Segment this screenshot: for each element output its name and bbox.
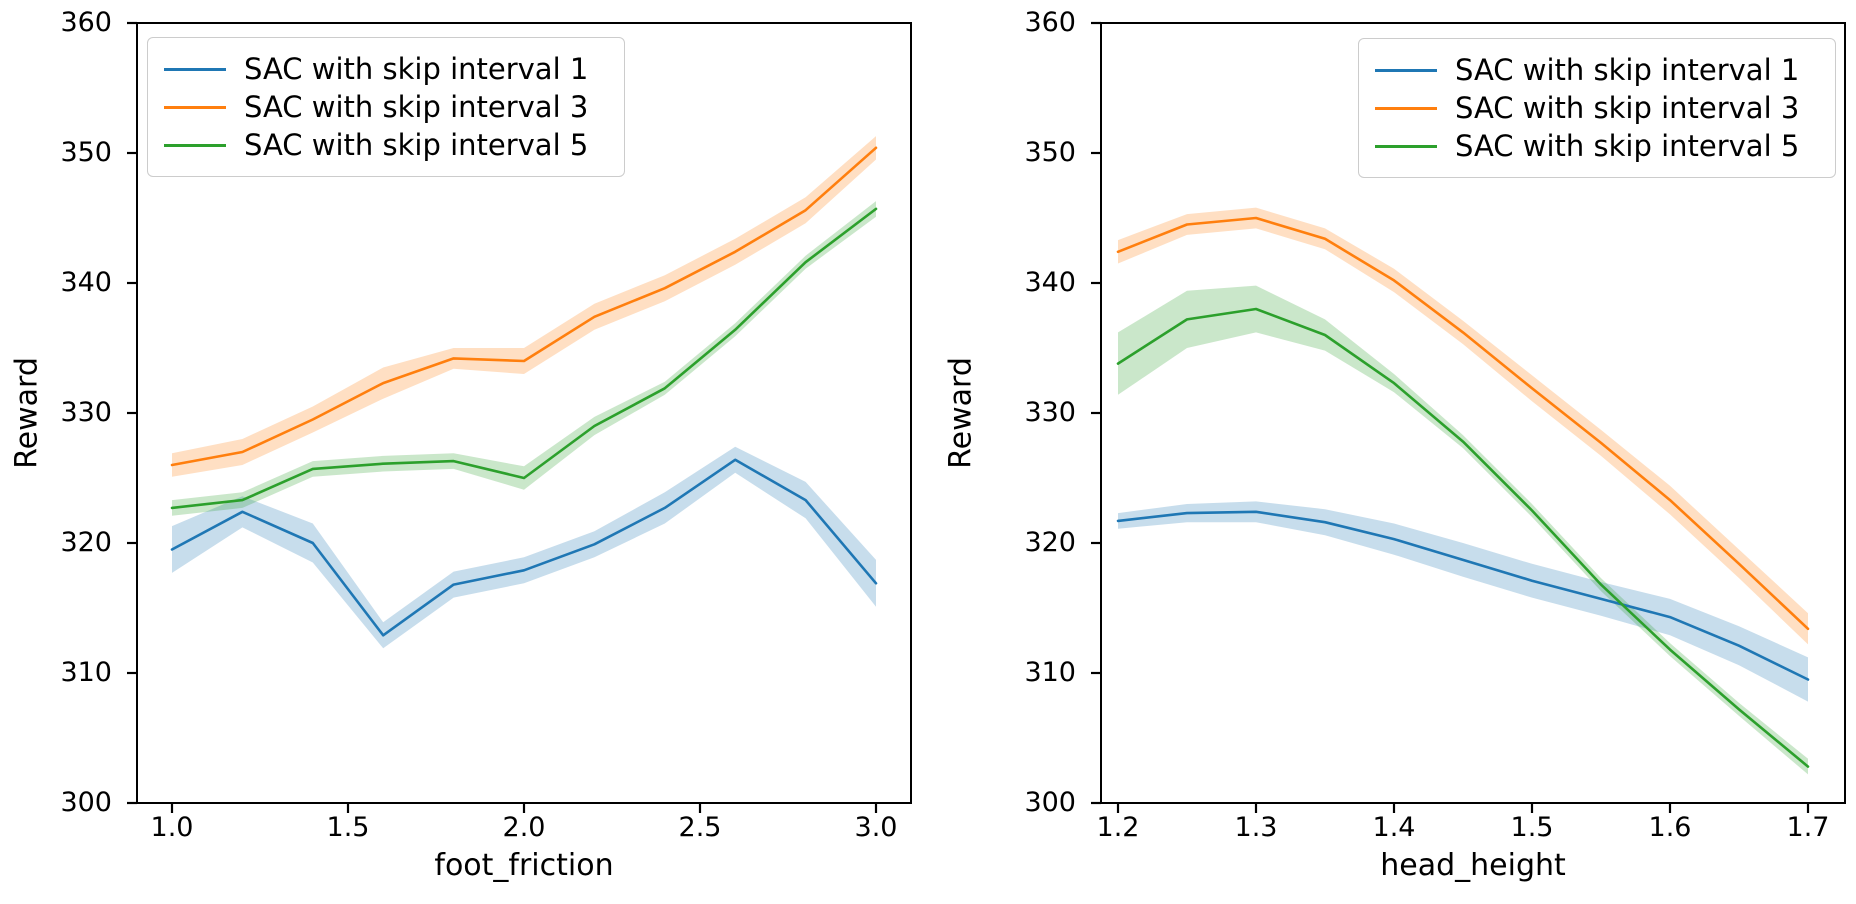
legend-item-label: SAC with skip interval 3: [1455, 91, 1800, 125]
y-tick-label: 350: [1024, 137, 1076, 168]
x-tick-label: 1.6: [1648, 812, 1692, 843]
series-line-5: [170, 207, 878, 510]
y-tick-label: 350: [60, 137, 112, 168]
series-band-3: [1118, 207, 1808, 645]
x-tick-label: 2.5: [678, 812, 722, 843]
legend-item-label: SAC with skip interval 5: [244, 128, 589, 162]
legend-right: SAC with skip interval 1 SAC with skip in…: [1358, 38, 1836, 178]
series-band-3: [172, 136, 876, 477]
x-tick-label: 1.4: [1372, 812, 1416, 843]
y-tick-label: 340: [60, 267, 112, 298]
x-tick-label: 1.5: [326, 812, 370, 843]
legend-item: SAC with skip interval 3: [164, 88, 608, 126]
x-tick-label: 1.5: [1510, 812, 1554, 843]
legend-item: SAC with skip interval 5: [1375, 127, 1819, 165]
series-line-5: [1116, 307, 1810, 768]
x-axis-label-left: foot_friction: [434, 848, 614, 883]
series-band-5: [1118, 285, 1808, 775]
series-line-1: [170, 458, 878, 637]
x-tick-label: 3.0: [854, 812, 898, 843]
legend-line-sample: [164, 105, 226, 109]
y-tick-label: 310: [1024, 657, 1076, 688]
legend-line-sample: [1375, 106, 1437, 110]
x-tick-label: 1.2: [1096, 812, 1140, 843]
series-band-1: [1118, 501, 1808, 702]
y-tick-label: 320: [60, 527, 112, 558]
y-tick-label: 360: [60, 7, 112, 38]
y-axis-label-right: Reward: [943, 357, 979, 469]
legend-item-label: SAC with skip interval 3: [244, 90, 589, 124]
x-axis-label-right: head_height: [1380, 848, 1566, 883]
y-tick-label: 330: [60, 397, 112, 428]
legend-line-sample: [1375, 68, 1437, 72]
legend-line-sample: [1375, 144, 1437, 148]
legend-item-label: SAC with skip interval 1: [1455, 53, 1800, 87]
legend-item: SAC with skip interval 1: [1375, 51, 1819, 89]
series-line-1: [1116, 510, 1810, 681]
legend-item: SAC with skip interval 1: [164, 50, 608, 88]
legend-item: SAC with skip interval 3: [1375, 89, 1819, 127]
legend-item-label: SAC with skip interval 1: [244, 52, 589, 86]
y-tick-label: 300: [1024, 787, 1076, 818]
x-tick-label: 1.3: [1234, 812, 1278, 843]
series-line-3: [170, 146, 878, 467]
y-tick-label: 300: [60, 787, 112, 818]
legend-left: SAC with skip interval 1 SAC with skip in…: [147, 37, 625, 177]
legend-item: SAC with skip interval 5: [164, 126, 608, 164]
y-tick-label: 340: [1024, 267, 1076, 298]
y-tick-label: 330: [1024, 397, 1076, 428]
legend-line-sample: [164, 67, 226, 71]
series-line-3: [1116, 216, 1810, 631]
y-tick-label: 310: [60, 657, 112, 688]
x-tick-label: 1.7: [1786, 812, 1830, 843]
y-tick-label: 360: [1024, 7, 1076, 38]
x-tick-label: 2.0: [502, 812, 546, 843]
series-band-1: [172, 446, 876, 649]
x-tick-label: 1.0: [150, 812, 194, 843]
y-tick-label: 320: [1024, 527, 1076, 558]
legend-item-label: SAC with skip interval 5: [1455, 129, 1800, 163]
legend-line-sample: [164, 143, 226, 147]
